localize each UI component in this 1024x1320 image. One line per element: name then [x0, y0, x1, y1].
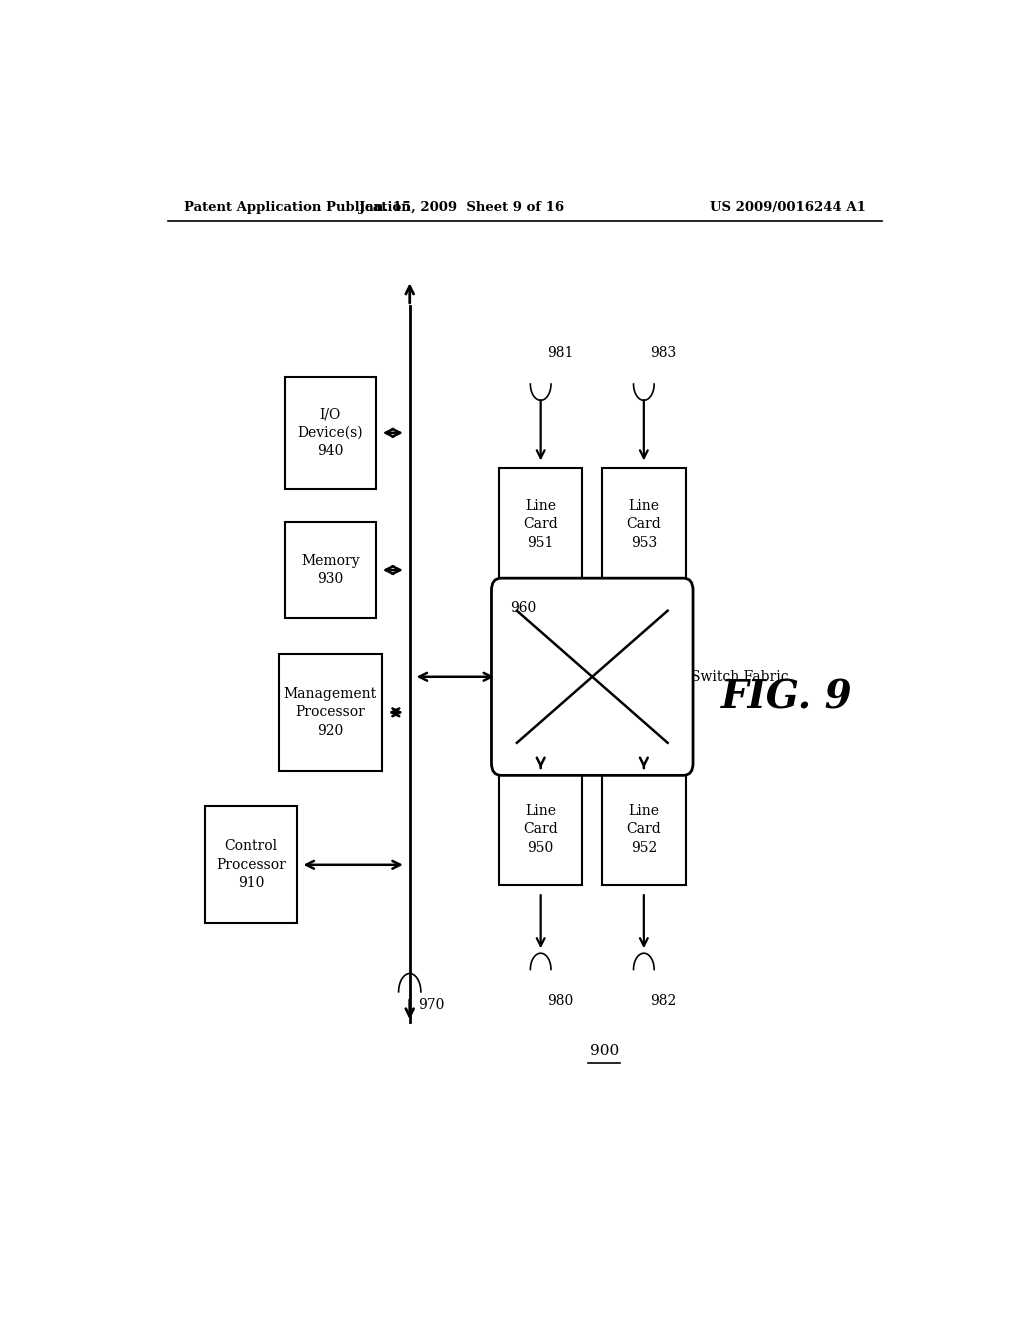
Text: Line
Card
950: Line Card 950 — [523, 804, 558, 854]
FancyBboxPatch shape — [285, 378, 376, 488]
Text: 900: 900 — [590, 1044, 618, 1057]
Text: US 2009/0016244 A1: US 2009/0016244 A1 — [711, 201, 866, 214]
Text: Management
Processor
920: Management Processor 920 — [284, 686, 377, 738]
Text: Line
Card
951: Line Card 951 — [523, 499, 558, 549]
Text: Line
Card
952: Line Card 952 — [627, 804, 662, 854]
FancyBboxPatch shape — [499, 774, 583, 886]
Text: Jan. 15, 2009  Sheet 9 of 16: Jan. 15, 2009 Sheet 9 of 16 — [358, 201, 564, 214]
FancyBboxPatch shape — [279, 653, 382, 771]
Text: 970: 970 — [418, 998, 444, 1012]
Text: Control
Processor
910: Control Processor 910 — [216, 840, 286, 890]
FancyBboxPatch shape — [602, 774, 685, 886]
Text: FIG. 9: FIG. 9 — [721, 678, 853, 715]
Text: I/O
Device(s)
940: I/O Device(s) 940 — [298, 408, 364, 458]
FancyBboxPatch shape — [206, 807, 297, 923]
Text: 981: 981 — [547, 346, 573, 359]
Text: 980: 980 — [547, 994, 573, 1008]
Text: Memory
930: Memory 930 — [301, 554, 359, 586]
Text: Patent Application Publication: Patent Application Publication — [183, 201, 411, 214]
Text: Switch Fabric: Switch Fabric — [691, 669, 790, 684]
Text: Line
Card
953: Line Card 953 — [627, 499, 662, 549]
Text: 983: 983 — [650, 346, 677, 359]
Text: 982: 982 — [650, 994, 677, 1008]
Text: 960: 960 — [511, 601, 537, 615]
FancyBboxPatch shape — [285, 521, 376, 618]
FancyBboxPatch shape — [499, 469, 583, 581]
FancyBboxPatch shape — [492, 578, 693, 775]
FancyBboxPatch shape — [602, 469, 685, 581]
